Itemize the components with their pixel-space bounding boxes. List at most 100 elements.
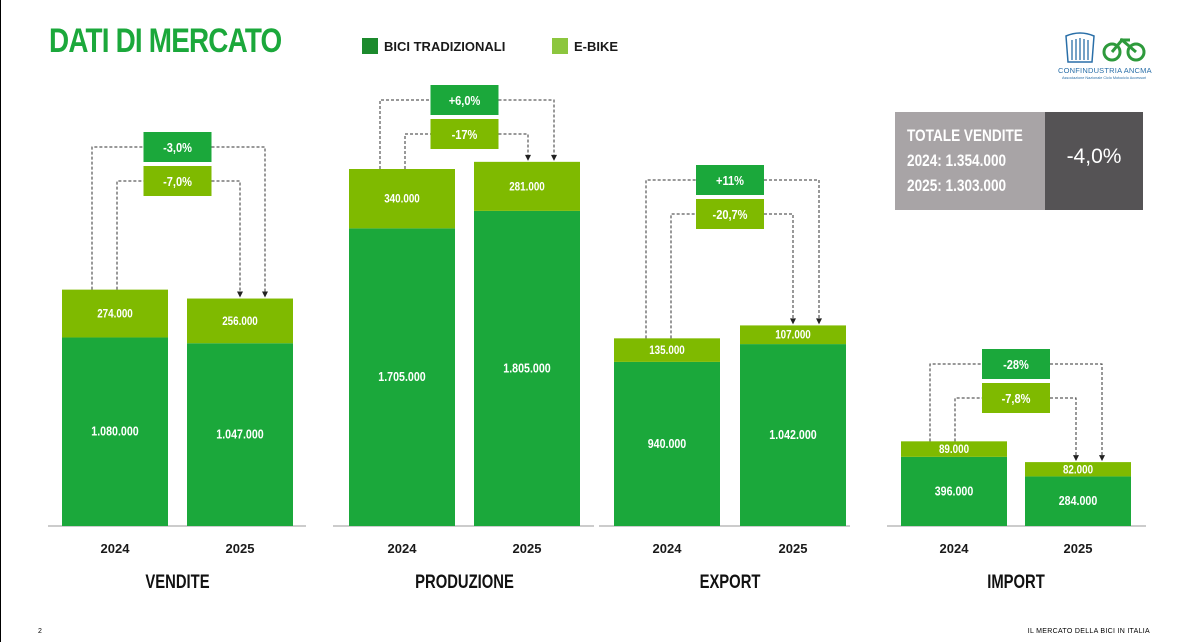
arrowhead — [816, 318, 822, 325]
connector-line — [954, 397, 982, 442]
tick-label: 2024 — [101, 541, 131, 556]
bar-traditional — [187, 343, 293, 526]
connector-line — [645, 179, 696, 339]
connector-line — [498, 133, 529, 158]
page-number: 2 — [38, 628, 42, 635]
connector-line — [764, 179, 820, 322]
legend-item-traditional: BICI TRADIZIONALI — [362, 38, 505, 54]
data-label-ebike: 256.000 — [222, 315, 258, 328]
data-label-traditional: 1.705.000 — [378, 369, 426, 384]
change-badge — [982, 383, 1050, 413]
change-badge — [143, 166, 212, 196]
logo-name: CONFINDUSTRIA ANCMA — [1058, 66, 1152, 75]
totals-change-box — [1045, 112, 1143, 210]
arrowhead — [1073, 455, 1079, 462]
connector-line — [929, 363, 982, 442]
arrowhead — [262, 291, 268, 298]
legend-label-traditional: BICI TRADIZIONALI — [384, 38, 506, 54]
bar-traditional — [349, 228, 455, 526]
bar-ebike — [901, 441, 1007, 457]
connector-line — [498, 99, 555, 158]
change-badge — [430, 85, 499, 115]
connector-line — [404, 133, 431, 169]
tick-label: 2025 — [226, 541, 255, 556]
bar-ebike — [1025, 462, 1131, 477]
connector-line — [1050, 363, 1103, 459]
legend-label-ebike: E-BIKE — [574, 38, 619, 54]
legend-swatch-traditional — [362, 38, 378, 54]
arrowhead — [237, 291, 243, 298]
legend-swatch-ebike — [552, 38, 568, 54]
connector-line — [1050, 397, 1077, 459]
change-badge-label: +6,0% — [449, 93, 481, 108]
connector-line — [764, 213, 794, 322]
bar-ebike — [474, 161, 580, 211]
totals-box — [895, 112, 1045, 210]
bar-traditional — [62, 337, 168, 526]
totals-heading: TOTALE VENDITE — [907, 126, 1023, 145]
chart-title: EXPORT — [700, 571, 761, 592]
bar-ebike — [740, 325, 846, 345]
arrowhead — [525, 154, 531, 161]
tick-label: 2024 — [653, 541, 683, 556]
chart-title: PRODUZIONE — [415, 571, 514, 592]
change-badge — [696, 165, 764, 195]
data-label-traditional: 284.000 — [1059, 493, 1098, 508]
confindustria-emblem-icon — [1065, 32, 1095, 63]
change-badge-label: -7,0% — [163, 174, 192, 189]
bike-icon — [1102, 37, 1146, 62]
totals-change: -4,0% — [1066, 145, 1122, 168]
data-label-ebike: 82.000 — [1063, 463, 1093, 476]
bar-ebike — [614, 338, 720, 362]
chart-title: VENDITE — [145, 571, 209, 592]
connector-line — [379, 99, 431, 169]
change-badge-label: -3,0% — [163, 140, 192, 155]
change-badge-label: -28% — [1003, 357, 1029, 372]
data-label-ebike: 281.000 — [509, 181, 545, 194]
ancma-logo — [1065, 32, 1146, 63]
data-label-ebike: 274.000 — [97, 308, 133, 321]
totals-2024: 2024: 1.354.000 — [907, 151, 1007, 170]
change-badge — [982, 349, 1050, 379]
connector-line — [116, 180, 144, 290]
bar-traditional — [474, 210, 580, 526]
change-badge-label: -7,8% — [1002, 391, 1031, 406]
change-badge — [143, 132, 212, 162]
data-label-traditional: 1.042.000 — [769, 427, 817, 442]
chart-title: IMPORT — [987, 571, 1045, 592]
change-badge — [430, 119, 499, 149]
bar-traditional — [901, 456, 1007, 526]
bar-traditional — [1025, 476, 1131, 526]
connector-line — [211, 180, 241, 295]
data-label-ebike: 340.000 — [384, 193, 420, 206]
data-label-traditional: 1.080.000 — [91, 424, 139, 439]
bar-traditional — [740, 344, 846, 526]
bar-traditional — [614, 361, 720, 526]
tick-label: 2024 — [940, 541, 970, 556]
connector-line — [91, 146, 144, 290]
change-badge — [696, 199, 764, 229]
connector-line — [211, 146, 266, 295]
data-label-ebike: 135.000 — [649, 344, 685, 357]
bar-ebike — [62, 289, 168, 338]
legend-item-ebike: E-BIKE — [552, 38, 618, 54]
data-label-traditional: 940.000 — [648, 436, 687, 451]
bar-ebike — [349, 169, 455, 229]
logo-subtitle: Associazione Nazionale Ciclo Motociclo A… — [1062, 76, 1147, 80]
data-label-traditional: 1.047.000 — [216, 427, 264, 442]
bar-ebike — [187, 298, 293, 344]
change-badge-label: -20,7% — [713, 207, 748, 222]
totals-2025: 2025: 1.303.000 — [907, 176, 1007, 195]
data-label-ebike: 107.000 — [775, 329, 811, 342]
page-title: DATI DI MERCATO — [49, 22, 282, 60]
data-label-traditional: 396.000 — [935, 483, 974, 498]
connector-line — [670, 213, 696, 339]
tick-label: 2025 — [779, 541, 808, 556]
data-label-traditional: 1.805.000 — [503, 360, 551, 375]
change-badge-label: +11% — [716, 173, 744, 188]
data-label-ebike: 89.000 — [939, 443, 969, 456]
tick-label: 2025 — [1064, 541, 1093, 556]
arrowhead — [551, 154, 557, 161]
page-edge — [0, 0, 1, 642]
